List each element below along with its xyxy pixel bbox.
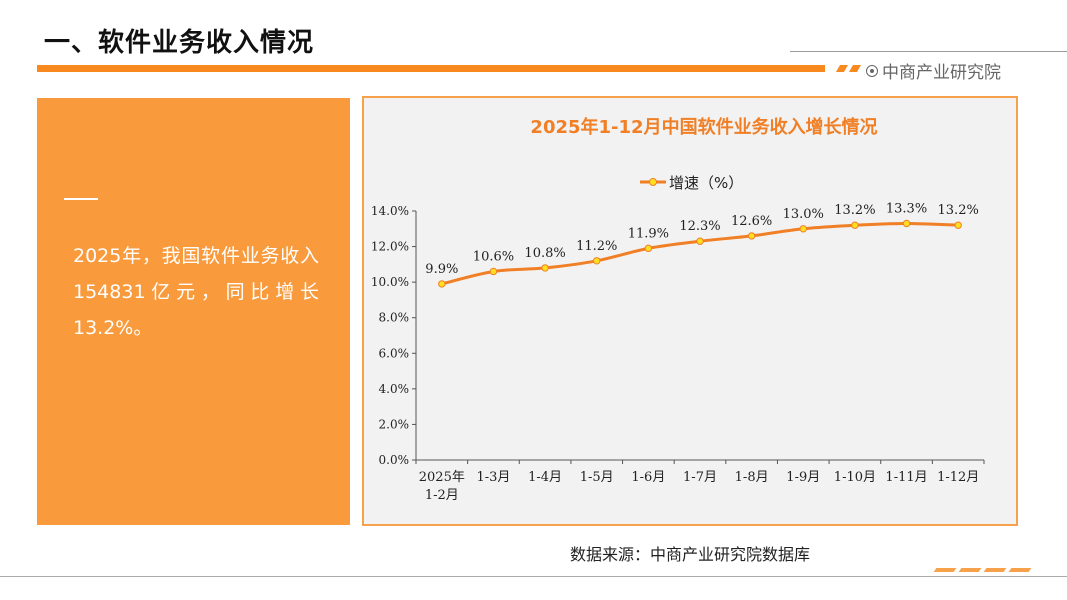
summary-panel: 2025年，我国软件业务收入154831亿元，同比增长13.2%。 xyxy=(37,98,350,525)
footer-stripe xyxy=(983,568,1007,572)
data-point xyxy=(696,237,704,245)
data-label: 12.6% xyxy=(731,214,772,229)
brand: 中商产业研究院 xyxy=(866,58,1001,83)
data-point xyxy=(747,232,756,240)
y-tick-label: 12.0% xyxy=(371,240,409,254)
data-label: 13.2% xyxy=(834,203,875,218)
legend-swatch-marker xyxy=(649,178,657,186)
data-point xyxy=(799,225,807,233)
x-tick-label: 1-11月 xyxy=(885,470,927,485)
data-label: 11.2% xyxy=(576,239,617,254)
x-tick-label: 1-8月 xyxy=(735,470,769,485)
header-divider xyxy=(790,51,1067,52)
data-label: 10.8% xyxy=(524,246,565,261)
y-tick-label: 10.0% xyxy=(371,275,409,289)
data-point xyxy=(593,257,601,265)
page-title: 一、软件业务收入情况 xyxy=(44,28,315,58)
data-point xyxy=(541,264,549,272)
data-source: 数据来源：中商产业研究院数据库 xyxy=(570,545,811,564)
data-label: 11.9% xyxy=(628,226,669,241)
title-underline-bar xyxy=(37,65,825,72)
y-tick-label: 14.0% xyxy=(371,204,409,218)
data-point xyxy=(851,221,859,229)
chart-container: 2025年1-12月中国软件业务收入增长情况增速（%） 0.0% 2.0% 4.0% 6… xyxy=(362,96,1018,526)
y-tick-label: 8.0% xyxy=(379,311,410,325)
data-point xyxy=(489,267,498,276)
data-point xyxy=(902,219,911,228)
footer-divider xyxy=(0,576,1067,577)
y-tick-label: 0.0% xyxy=(379,453,410,467)
summary-text: 2025年，我国软件业务收入154831亿元，同比增长13.2%。 xyxy=(73,245,319,339)
data-label: 9.9% xyxy=(425,262,458,277)
x-tick-label: 1-5月 xyxy=(580,470,614,485)
x-tick-label: 1-4月 xyxy=(528,470,562,485)
x-tick-label: 1-9月 xyxy=(786,470,820,485)
y-tick-label: 4.0% xyxy=(379,382,410,396)
data-label: 10.6% xyxy=(473,249,514,264)
footer-stripe xyxy=(958,568,982,572)
panel-dash xyxy=(64,198,98,200)
x-tick-label: 1-3月 xyxy=(476,470,510,485)
x-tick-label: 1-7月 xyxy=(683,470,717,485)
x-tick-label: 1-10月 xyxy=(834,470,876,485)
legend-label: 增速（%） xyxy=(669,174,743,192)
decor-slash xyxy=(835,65,849,72)
data-point xyxy=(954,221,962,229)
data-point xyxy=(644,244,653,253)
x-tick-label: 1-12月 xyxy=(937,470,979,485)
x-tick-label: 2025年 1-2月 xyxy=(419,470,465,503)
footer-stripe xyxy=(1008,568,1032,572)
y-tick-label: 2.0% xyxy=(379,417,410,431)
x-tick-label: 1-6月 xyxy=(631,470,665,485)
data-label: 13.3% xyxy=(886,201,927,216)
data-label: 13.2% xyxy=(938,203,979,218)
data-point xyxy=(438,280,446,288)
footer-stripe xyxy=(933,568,957,572)
decor-slash xyxy=(848,65,862,72)
brand-name: 中商产业研究院 xyxy=(882,63,1001,83)
brand-logo-icon xyxy=(866,65,878,77)
data-label: 12.3% xyxy=(679,219,720,234)
chart-title: 2025年1-12月中国软件业务收入增长情况 xyxy=(530,116,877,138)
data-label: 13.0% xyxy=(783,207,824,222)
y-tick-label: 6.0% xyxy=(379,346,410,360)
